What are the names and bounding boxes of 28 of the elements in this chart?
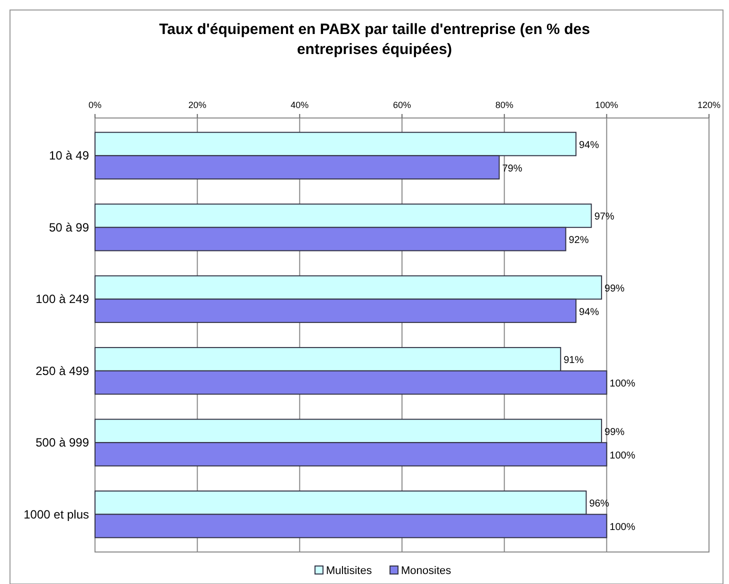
y-tick-label: 1000 et plus	[24, 507, 89, 522]
data-label: 94%	[578, 306, 600, 318]
x-tick-label: 40%	[290, 100, 309, 110]
data-label: 99%	[604, 426, 625, 438]
data-label: 100%	[610, 378, 636, 390]
y-tick-label: 500 à 999	[36, 436, 90, 450]
data-label: 99%	[604, 283, 625, 294]
x-tick-label: 60%	[392, 100, 412, 110]
chart-title: Taux d'équipement en PABX par taille d'entreprise (en % des entreprises équipées)	[159, 21, 590, 58]
data-label: 97%	[594, 212, 614, 223]
x-tick-label: 120%	[697, 100, 721, 110]
data-label: 91%	[564, 355, 584, 366]
x-tick-label: 100%	[595, 100, 618, 110]
y-tick-label: 10 à 49	[48, 148, 90, 163]
x-tick-label: 20%	[188, 100, 206, 110]
data-label: 100%	[610, 522, 636, 533]
x-tick-label: 80%	[495, 100, 514, 110]
legend-label: Multisites	[326, 565, 372, 577]
data-label: 100%	[610, 450, 636, 462]
y-tick-label: 50 à 99	[48, 220, 90, 234]
data-label: 92%	[568, 235, 589, 246]
y-tick-label: 100 à 249	[36, 292, 90, 306]
data-label: 79%	[502, 163, 522, 174]
x-tick-label: 0%	[88, 100, 102, 110]
data-label: 96%	[589, 498, 610, 510]
legend-label: Monosites	[401, 565, 452, 577]
y-tick-label: 250 à 499	[36, 364, 90, 378]
data-label: 94%	[578, 140, 600, 152]
